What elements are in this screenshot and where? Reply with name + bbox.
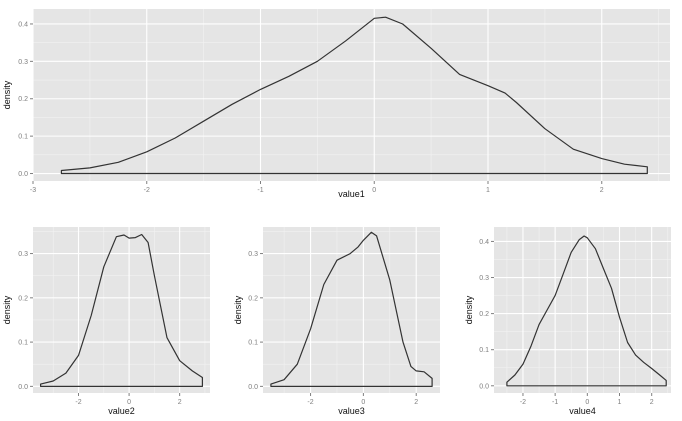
x-tick-label: -2 (307, 399, 313, 406)
x-tick-label: -2 (75, 399, 81, 406)
x-tick-label: -2 (520, 399, 526, 406)
x-axis-title: value3 (338, 406, 365, 416)
y-tick-label: 0.2 (18, 96, 28, 103)
y-tick-label: 0.0 (248, 384, 258, 391)
y-tick-label: 0.1 (248, 340, 258, 347)
y-tick-label: 0.2 (479, 311, 489, 318)
y-tick-label: 0.0 (479, 383, 489, 390)
y-tick-label: 0.2 (248, 295, 258, 302)
density-curve-value4 (506, 235, 667, 387)
x-tick-label: 2 (178, 399, 182, 406)
x-axis-title: value1 (338, 189, 365, 199)
x-tick-label: -3 (30, 187, 36, 194)
y-tick-label: 0.1 (18, 340, 28, 347)
y-tick-label: 0.0 (18, 171, 28, 178)
y-axis-title: density (2, 80, 12, 109)
plot-panel (33, 9, 670, 181)
y-axis-title: density (464, 295, 474, 324)
y-tick-label: 0.3 (479, 275, 489, 282)
x-tick-label: 2 (650, 399, 654, 406)
x-tick-label: 0 (127, 399, 131, 406)
y-tick-label: 0.4 (18, 21, 28, 28)
x-tick-label: 0 (361, 399, 365, 406)
x-tick-label: -1 (552, 399, 558, 406)
chart-panel-2: -2 0 2 0.0 0.1 0.2 0.3 value2 density (2, 227, 210, 416)
x-tick-label: 1 (618, 399, 622, 406)
y-tick-label: 0.4 (479, 239, 489, 246)
density-curve-value3 (270, 231, 433, 387)
plot-panel (33, 227, 210, 393)
y-tick-label: 0.1 (479, 347, 489, 354)
y-axis-title: density (2, 295, 12, 324)
y-axis-title: density (233, 295, 243, 324)
x-tick-label: -2 (144, 187, 150, 194)
density-curve-value1 (60, 16, 648, 175)
x-tick-label: 2 (600, 187, 604, 194)
chart-panel-3: -2 0 2 0.0 0.1 0.2 0.3 value3 density (233, 227, 440, 416)
x-tick-label: -1 (257, 187, 263, 194)
x-tick-label: 0 (372, 187, 376, 194)
x-tick-label: 0 (585, 399, 589, 406)
x-tick-label: 2 (414, 399, 418, 406)
x-axis-title: value4 (569, 406, 596, 416)
y-tick-label: 0.3 (18, 59, 28, 66)
y-tick-label: 0.1 (18, 134, 28, 141)
x-tick-label: 1 (486, 187, 490, 194)
chart-panel-1: -3 -2 -1 0 1 2 0.0 0.1 0.2 0.3 0.4 value1 density (2, 9, 670, 199)
y-tick-label: 0.3 (248, 251, 258, 258)
density-curve-value2 (40, 233, 203, 387)
y-tick-label: 0.3 (18, 251, 28, 258)
y-tick-label: 0.2 (18, 295, 28, 302)
y-tick-label: 0.0 (18, 384, 28, 391)
x-axis-title: value2 (108, 406, 135, 416)
chart-panel-4: -2 -1 0 1 2 0.0 0.1 0.2 0.3 0.4 value4 density (464, 227, 671, 416)
